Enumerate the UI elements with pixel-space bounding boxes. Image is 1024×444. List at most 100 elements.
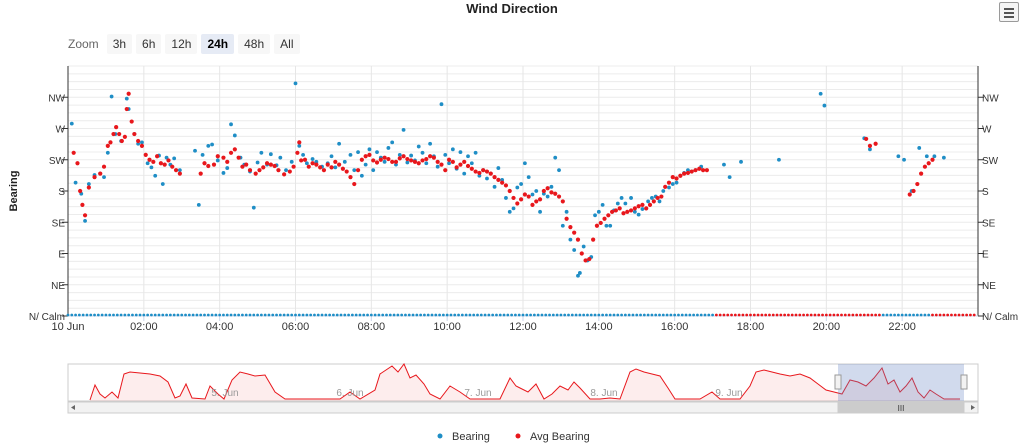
- calm-point: [244, 313, 248, 317]
- calm-point: [798, 313, 802, 317]
- zoom-24h-button[interactable]: 24h: [201, 34, 235, 54]
- calm-point: [350, 313, 354, 317]
- calm-point: [498, 313, 502, 317]
- avg-bearing-point: [378, 157, 383, 162]
- avg-bearing-point: [282, 172, 287, 177]
- bearing-point: [124, 96, 129, 101]
- calm-point: [582, 313, 586, 317]
- calm-point: [938, 313, 942, 317]
- chart-menu-button[interactable]: [999, 2, 1019, 22]
- x-tick-label: 22:00: [888, 321, 916, 333]
- navigator-date-label: 8. Jun: [590, 388, 617, 399]
- avg-bearing-point: [647, 202, 653, 207]
- calm-point: [491, 313, 495, 317]
- bearing-point: [576, 273, 580, 278]
- calm-point: [407, 313, 411, 317]
- y-tick-label-right: NW: [982, 93, 999, 104]
- avg-bearing-point: [446, 157, 452, 162]
- y-tick-label-right: SE: [982, 218, 996, 229]
- calm-point: [885, 313, 889, 317]
- calm-point: [457, 313, 460, 317]
- calm-point: [730, 313, 733, 317]
- calm-point: [623, 313, 627, 317]
- calm-point: [267, 313, 271, 317]
- calm-point: [612, 313, 616, 317]
- zoom-3h-button[interactable]: 3h: [106, 34, 133, 54]
- bearing-point: [304, 161, 309, 166]
- calm-point: [328, 313, 332, 317]
- zoom-all-button[interactable]: All: [274, 34, 300, 54]
- calm-point: [764, 313, 768, 317]
- avg-bearing-point: [344, 169, 349, 174]
- avg-bearing-point: [122, 134, 127, 139]
- x-tick-label: 04:00: [206, 321, 234, 333]
- avg-bearing-point: [202, 161, 207, 166]
- calm-point: [396, 313, 400, 317]
- bearing-point: [420, 150, 425, 155]
- avg-bearing-point: [473, 169, 478, 174]
- calm-point: [578, 313, 582, 317]
- calm-point: [339, 313, 343, 317]
- avg-bearing-point: [606, 213, 611, 218]
- calm-point: [813, 313, 817, 317]
- scrollbar-thumb: [837, 401, 965, 414]
- avg-bearing-point: [507, 188, 512, 194]
- avg-bearing-point: [244, 162, 249, 167]
- calm-point: [874, 313, 878, 317]
- bearing-point: [868, 147, 872, 152]
- avg-bearing-point: [701, 168, 706, 173]
- navigator[interactable]: 5. Jun 6. Jun 7. Jun 8. Jun 9. Jun III: [67, 363, 979, 414]
- bearing-point: [86, 182, 91, 186]
- avg-bearing-point: [659, 194, 664, 199]
- menu-icon-bar: [1004, 16, 1014, 18]
- calm-point: [85, 313, 89, 317]
- avg-bearing-point: [602, 216, 607, 221]
- avg-bearing-point: [363, 154, 368, 159]
- avg-bearing-point: [297, 140, 302, 145]
- calm-point: [699, 313, 703, 317]
- calm-point: [184, 313, 187, 317]
- bearing-point: [596, 209, 601, 214]
- calm-point: [866, 313, 870, 317]
- avg-bearing-point: [873, 141, 878, 146]
- bearing-point: [69, 121, 74, 126]
- zoom-12h-button[interactable]: 12h: [165, 34, 198, 54]
- calm-point: [567, 313, 570, 317]
- avg-bearing-point: [549, 190, 554, 195]
- calm-point: [309, 313, 313, 317]
- bearing-point: [636, 212, 641, 217]
- avg-bearing-point: [136, 138, 141, 144]
- calm-point: [252, 313, 256, 317]
- bearing-point: [268, 152, 273, 157]
- avg-bearing-point: [412, 159, 418, 164]
- calm-point: [476, 313, 479, 317]
- calm-point: [616, 313, 620, 317]
- avg-bearing-point: [575, 237, 581, 242]
- calm-point: [817, 313, 821, 317]
- avg-bearing-point: [428, 154, 433, 159]
- bearing-point: [615, 201, 620, 206]
- bearing-point: [428, 141, 433, 146]
- calm-point: [187, 313, 191, 317]
- calm-point: [536, 313, 540, 317]
- avg-bearing-point: [371, 158, 376, 163]
- avg-bearing-point: [492, 175, 497, 180]
- bearing-point: [409, 153, 414, 158]
- zoom-48h-button[interactable]: 48h: [238, 34, 271, 54]
- avg-bearing-point: [236, 155, 241, 160]
- bearing-point: [526, 175, 531, 180]
- bearing-point: [485, 176, 489, 181]
- avg-bearing-point: [519, 197, 524, 202]
- calm-point: [203, 313, 206, 317]
- chart-title: Wind Direction: [466, 1, 558, 16]
- bearing-point: [572, 248, 577, 252]
- calm-point: [495, 313, 498, 317]
- avg-bearing-point: [477, 170, 482, 176]
- avg-bearing-point: [443, 168, 448, 173]
- avg-bearing-point: [299, 158, 304, 163]
- zoom-6h-button[interactable]: 6h: [136, 34, 162, 54]
- bearing-point: [667, 185, 671, 190]
- avg-bearing-point: [291, 164, 296, 169]
- avg-bearing-point: [318, 165, 323, 170]
- bearing-point: [932, 154, 937, 159]
